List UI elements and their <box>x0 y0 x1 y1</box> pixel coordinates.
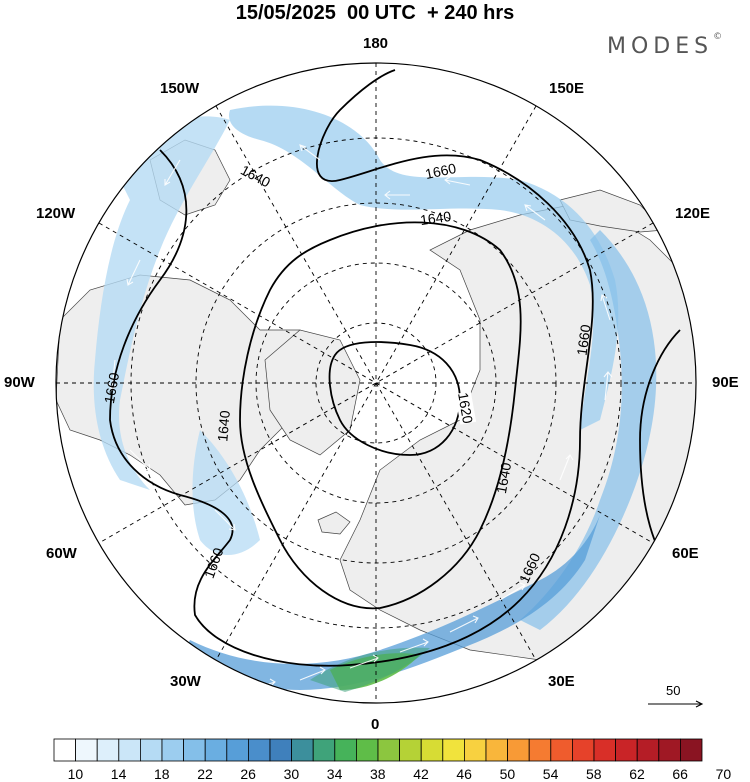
colorbar-swatch <box>658 738 681 762</box>
longitude-label-120e: 120E <box>675 205 711 222</box>
colorbar-swatch <box>183 738 206 762</box>
longitude-label-150e: 150E <box>549 80 585 97</box>
jet-stream-east <box>520 230 657 630</box>
colorbar-swatch <box>507 738 530 762</box>
jet-stream-pacific <box>229 105 619 430</box>
wind-arrow <box>108 359 117 392</box>
contour-label: 1640 <box>214 409 233 443</box>
wind-arrow <box>349 654 379 669</box>
colorbar-tick-label: 22 <box>197 766 213 782</box>
wind-arrow <box>384 190 410 200</box>
contour-1660 <box>109 69 594 667</box>
wind-arrow <box>129 449 151 471</box>
map-frame <box>55 62 697 704</box>
colorbar-tick-label: 42 <box>413 766 429 782</box>
copyright-mark: © <box>713 32 723 42</box>
longitude-label-180: 180 <box>363 35 389 52</box>
colorbar-tick-label: 26 <box>240 766 256 782</box>
colorbar-swatch <box>399 738 422 762</box>
longitude-label-60e: 60E <box>672 545 699 562</box>
colorbar-swatch <box>377 738 401 762</box>
wind-arrow <box>444 176 471 186</box>
wind-arrow <box>559 454 574 481</box>
wind-arrow <box>299 666 326 681</box>
colorbar-swatch <box>269 738 293 762</box>
colorbar-swatch <box>161 738 185 762</box>
colorbar-swatch <box>140 738 163 762</box>
land-iceland <box>317 511 351 535</box>
colorbar-swatch <box>226 738 249 762</box>
colorbar-swatch <box>485 738 509 762</box>
colorbar-tick-label: 30 <box>283 766 300 782</box>
colorbar-tick-label: 14 <box>110 766 127 782</box>
wind-arrow <box>524 204 546 221</box>
colorbar-tick-label: 62 <box>629 766 645 782</box>
colorbar-swatch <box>291 738 314 762</box>
wind-arrow <box>399 638 429 653</box>
colorbar-swatch <box>550 738 573 762</box>
land-greenland <box>264 329 361 456</box>
colorbar-tick-label: 70 <box>715 766 732 782</box>
reference-vector <box>648 700 704 708</box>
meridian-line <box>215 105 537 661</box>
reference-vector-label: 50 <box>666 683 681 698</box>
colorbar-swatch <box>615 738 638 762</box>
colorbar-swatch <box>75 738 98 762</box>
meridian-line <box>98 222 654 544</box>
contour-1640 <box>239 221 522 610</box>
colorbar-swatch <box>118 738 141 762</box>
colorbar-swatch <box>204 738 228 762</box>
wind-arrow <box>499 582 526 601</box>
meridian-line <box>98 222 654 544</box>
map-title: 15/05/2025 00 UTC + 240 hrs <box>235 2 515 24</box>
colorbar-tick-label: 38 <box>370 766 386 782</box>
jet-stream-west <box>93 116 230 491</box>
brand-logo: MODES© <box>607 32 723 59</box>
colorbar-tick-label: 50 <box>499 766 516 782</box>
longitude-label-90e: 90E <box>712 374 739 391</box>
colorbar-swatch <box>442 738 465 762</box>
colorbar-swatch <box>463 738 487 762</box>
colorbar-tick-label: 10 <box>67 766 84 782</box>
colorbar-tick-label: 58 <box>586 766 602 782</box>
colorbar-swatch <box>572 738 595 762</box>
longitude-label-150w: 150W <box>160 80 200 97</box>
colorbar-swatch <box>420 738 444 762</box>
colorbar-swatch <box>312 738 336 762</box>
colorbar-tick-label: 54 <box>542 766 559 782</box>
colorbar-tick-label: 18 <box>154 766 170 782</box>
longitude-label-120w: 120W <box>36 205 76 222</box>
wind-speed-colorbar <box>53 738 703 762</box>
longitude-label-30e: 30E <box>548 673 575 690</box>
contour-1620 <box>328 341 461 456</box>
wind-arrow <box>600 294 611 321</box>
longitude-label-30w: 30W <box>170 673 201 690</box>
wind-arrow <box>299 144 321 161</box>
colorbar-swatch <box>53 738 77 762</box>
longitude-label-90w: 90W <box>4 374 35 391</box>
meridian-line <box>215 105 537 661</box>
colorbar-swatch <box>593 738 617 762</box>
colorbar-tick-label: 46 <box>456 766 472 782</box>
wind-arrow <box>164 159 181 186</box>
colorbar-swatch <box>528 738 552 762</box>
wind-arrow <box>214 509 236 531</box>
longitude-label-60w: 60W <box>46 545 77 562</box>
wind-vectors <box>108 144 613 691</box>
longitude-label-0: 0 <box>371 716 380 733</box>
colorbar-tick-label: 34 <box>326 766 343 782</box>
wind-arrow <box>449 615 479 633</box>
wind-arrow <box>126 259 141 286</box>
colorbar-swatch <box>355 738 379 762</box>
colorbar-swatch <box>96 738 120 762</box>
colorbar-tick-label: 66 <box>672 766 688 782</box>
colorbar-swatch <box>247 738 271 762</box>
brand-name: MODES <box>607 34 714 59</box>
colorbar-swatch <box>334 738 357 762</box>
colorbar-swatch <box>680 738 703 762</box>
wind-arrow <box>603 371 613 401</box>
shading-canada <box>192 430 260 555</box>
colorbar-swatch <box>636 738 660 762</box>
